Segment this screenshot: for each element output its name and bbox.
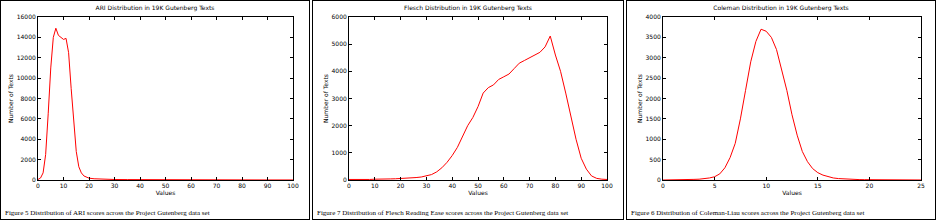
svg-text:500: 500 [649, 156, 661, 163]
svg-text:90: 90 [264, 182, 272, 189]
svg-text:5000: 5000 [332, 40, 347, 47]
svg-text:Values: Values [468, 189, 488, 196]
svg-text:1000: 1000 [332, 149, 347, 156]
html-text:Figure 6 Distribution of Colem: Figure 6 Distribution of Coleman-Liau sc… [631, 209, 865, 217]
svg-text:Number of Texts: Number of Texts [636, 74, 643, 123]
html-text:Figure 5 Distribution of ARI s: Figure 5 Distribution of ARI scores acro… [5, 209, 210, 217]
svg-text:1000: 1000 [646, 135, 661, 142]
svg-text:8000: 8000 [21, 95, 36, 102]
svg-text:10: 10 [762, 182, 770, 189]
svg-text:4000: 4000 [332, 67, 347, 74]
svg-text:1500: 1500 [646, 115, 661, 122]
svg-text:ARI Distribution in 19K Gutenb: ARI Distribution in 19K Gutenberg Texts [96, 4, 215, 12]
svg-text:40: 40 [448, 182, 456, 189]
svg-text:70: 70 [526, 182, 534, 189]
svg-text:50: 50 [474, 182, 482, 189]
svg-text:40: 40 [136, 182, 144, 189]
svg-text:0: 0 [343, 176, 347, 183]
svg-text:20: 20 [866, 182, 874, 189]
svg-text:10: 10 [371, 182, 379, 189]
svg-text:12000: 12000 [17, 54, 36, 61]
svg-text:4000: 4000 [21, 135, 36, 142]
svg-text:100: 100 [601, 182, 613, 189]
svg-text:0: 0 [36, 182, 40, 189]
svg-text:0: 0 [657, 176, 661, 183]
svg-text:Number of Texts: Number of Texts [322, 74, 329, 123]
svg-text:50: 50 [162, 182, 170, 189]
svg-text:60: 60 [187, 182, 195, 189]
svg-text:Flesch Distribution in 19K Gut: Flesch Distribution in 19K Gutenberg Tex… [404, 4, 532, 12]
svg-text:Values: Values [156, 189, 176, 196]
svg-text:0: 0 [661, 182, 665, 189]
svg-text:Values: Values [782, 189, 802, 196]
svg-text:20: 20 [397, 182, 405, 189]
svg-text:100: 100 [287, 182, 299, 189]
svg-text:5: 5 [713, 182, 717, 189]
svg-text:20: 20 [85, 182, 93, 189]
svg-text:2000: 2000 [21, 156, 36, 163]
svg-text:25: 25 [917, 182, 925, 189]
svg-text:3500: 3500 [646, 33, 661, 40]
svg-text:2500: 2500 [646, 74, 661, 81]
svg-text:0: 0 [32, 176, 36, 183]
svg-text:16000: 16000 [17, 13, 36, 20]
svg-text:2000: 2000 [646, 95, 661, 102]
html-text:Figure 7 Distribution of Flesc: Figure 7 Distribution of Flesch Reading … [317, 209, 569, 217]
svg-text:30: 30 [423, 182, 431, 189]
svg-text:60: 60 [500, 182, 508, 189]
svg-text:4000: 4000 [646, 13, 661, 20]
svg-text:6000: 6000 [332, 13, 347, 20]
svg-text:15: 15 [814, 182, 822, 189]
svg-text:3000: 3000 [332, 95, 347, 102]
svg-text:3000: 3000 [646, 54, 661, 61]
svg-text:70: 70 [213, 182, 221, 189]
svg-text:Coleman Distribution in 19K Gu: Coleman Distribution in 19K Gutenberg Te… [713, 4, 848, 12]
svg-text:0: 0 [347, 182, 351, 189]
svg-text:6000: 6000 [21, 115, 36, 122]
svg-text:80: 80 [552, 182, 560, 189]
svg-text:10000: 10000 [17, 74, 36, 81]
svg-text:30: 30 [111, 182, 119, 189]
svg-text:80: 80 [238, 182, 246, 189]
svg-text:2000: 2000 [332, 122, 347, 129]
svg-text:Number of Texts: Number of Texts [7, 74, 14, 123]
svg-text:90: 90 [577, 182, 585, 189]
svg-text:10: 10 [60, 182, 68, 189]
svg-text:14000: 14000 [17, 33, 36, 40]
